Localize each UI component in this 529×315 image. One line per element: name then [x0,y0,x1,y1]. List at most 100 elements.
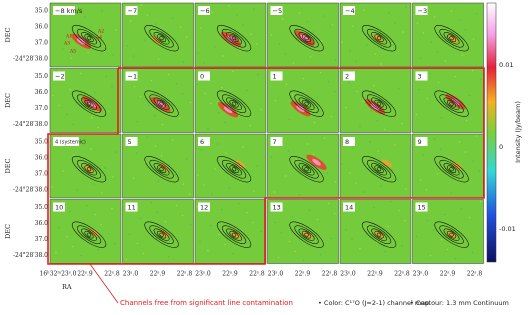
noise [51,4,53,6]
noise [200,27,202,29]
noise [394,22,396,24]
emission [446,230,457,239]
noise [115,29,117,31]
label-box [270,71,283,81]
noise [211,193,213,195]
contour [76,159,102,179]
noise [142,252,145,255]
channel-label: −2 [55,73,65,81]
contour [376,167,382,172]
noise [147,104,150,107]
contour [229,34,239,43]
noise [203,62,205,64]
noise [316,96,319,99]
noise [84,16,86,18]
noise [369,141,371,143]
noise [436,173,439,175]
contour [71,90,107,117]
noise [404,219,406,222]
contour [71,221,107,248]
noise [168,164,171,166]
contour [374,34,384,43]
label-box [415,137,428,146]
noise [115,151,117,153]
contour [443,97,460,110]
contour [366,225,392,245]
noise [76,189,78,191]
noise [320,40,323,42]
noise [91,116,93,119]
contour [156,34,167,43]
noise [58,226,60,229]
contour [76,28,102,48]
noise [422,154,425,156]
contour [376,36,382,41]
noise [139,95,142,98]
y-tick-label: 37.0 [35,40,49,47]
contour [376,101,382,106]
x-tick-label: 22ˢ.8 [467,271,483,278]
contour [226,31,242,45]
noise [242,24,244,26]
noise [161,123,164,126]
noise [181,92,184,95]
noise [363,9,365,11]
channel-label: 13 [273,204,281,212]
noise [291,93,294,96]
emission [234,160,246,169]
noise [374,53,376,55]
contour [301,34,312,43]
contour [446,165,457,174]
noise [323,137,326,139]
noise [157,180,160,182]
contour [231,232,237,237]
label-box [53,202,65,212]
noise [175,82,178,85]
noise [362,100,364,103]
noise [326,172,329,174]
contour [86,101,92,106]
label-box [198,137,210,146]
noise [211,11,213,13]
contour [229,165,239,174]
noise [450,192,453,194]
emission-core [223,106,233,114]
noise [273,191,276,193]
noise [292,62,295,64]
x-tick-label: 22ˢ.9 [295,271,311,278]
channel-label: −7 [128,7,138,15]
y-tick-label: 37.0 [35,171,49,178]
noise [239,171,241,173]
contour [449,167,454,172]
noise [104,167,106,169]
channel-label: 1 [273,73,277,81]
noise [200,149,202,151]
noise [439,148,442,150]
emission-core [87,100,97,108]
label-box [125,137,138,146]
channel-label: −5 [273,7,283,15]
contour [361,90,397,117]
label-box [343,71,355,81]
noise [464,29,467,31]
highlight-leader [89,263,119,304]
contour [434,156,469,183]
noise [327,202,330,205]
noise [458,141,461,143]
noise [66,113,68,116]
noise [156,211,159,214]
noise [253,8,255,10]
contour [304,101,309,106]
noise [415,113,418,116]
noise [171,17,174,19]
noise [182,61,185,63]
contour [301,99,312,108]
label-box [198,6,210,15]
noise [401,122,403,125]
contour [304,232,309,237]
noise [366,44,368,46]
x-tick-label: 22ˢ.8 [104,271,120,278]
y-tick-label: 35.0 [35,73,49,80]
noise [108,110,110,113]
